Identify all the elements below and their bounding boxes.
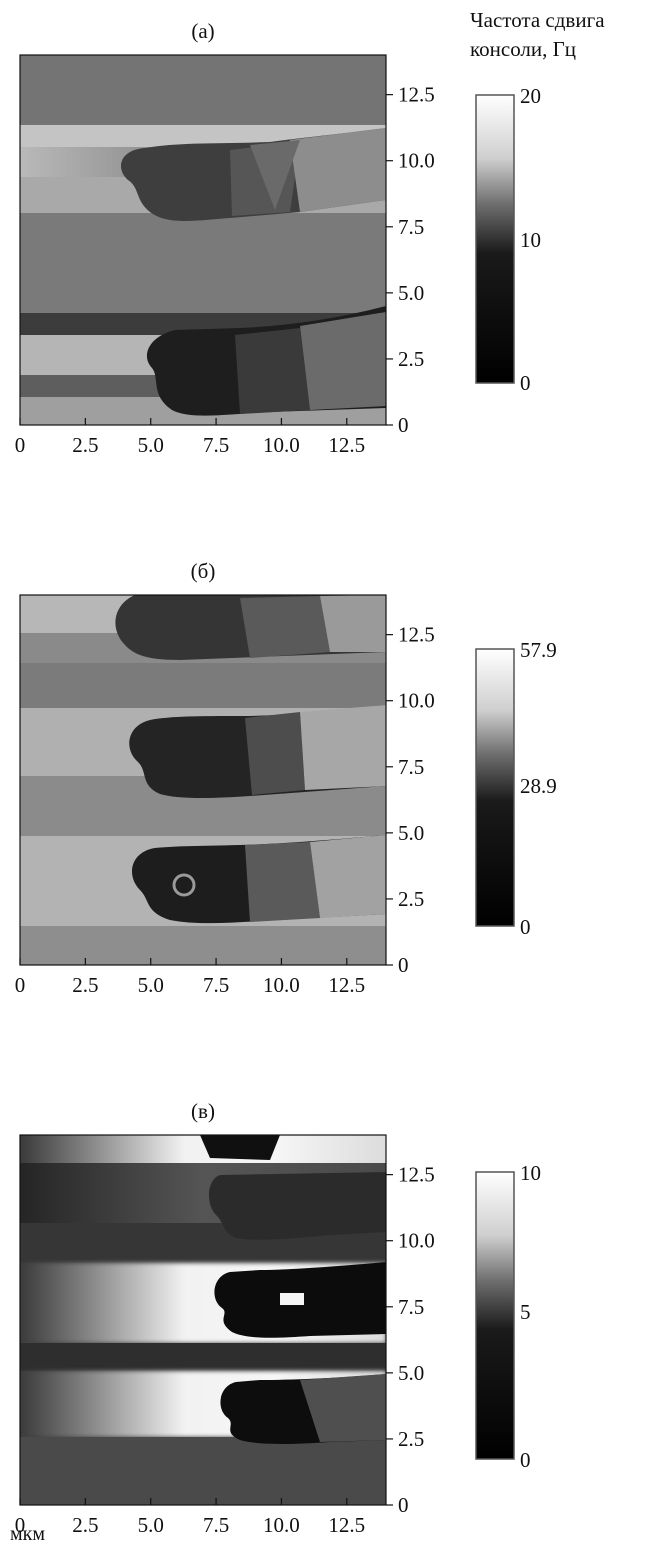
panel-a-x-tick-label: 10.0 [263, 433, 300, 457]
panel-a-x-tick-label: 12.5 [328, 433, 365, 457]
panel-b-y-tick-label: 10.0 [398, 689, 435, 713]
panel-b-x-tick-label: 0 [15, 973, 26, 997]
panel-a-y-tick-label: 12.5 [398, 83, 435, 107]
panel-b-cbar-max: 57.9 [520, 638, 557, 662]
panel-a-colorbar: 20 10 0 [475, 84, 541, 395]
panel-a-x-tick-label: 2.5 [72, 433, 98, 457]
panel-a-cbar-max: 20 [520, 84, 541, 108]
panel-a-x-tick-label: 5.0 [138, 433, 164, 457]
panel-a-y-tick-label: 10.0 [398, 149, 435, 173]
panel-a-axes: 0 2.5 5.0 7.5 10.0 12.5 0 2.5 5.0 7.5 10.0 12.5 [15, 83, 435, 457]
panel-a: (a) 0 2.5 5.0 7.5 10.0 12.5 0 2.5 5.0 7.5 10.0 12.5… [15, 19, 541, 457]
panel-c-colorbar: 10 5 0 [475, 1161, 541, 1472]
panel-b-y-tick-label: 2.5 [398, 887, 424, 911]
panel-c-y-tick-label: 2.5 [398, 1427, 424, 1451]
panel-c-x-tick-label: 10.0 [263, 1513, 300, 1537]
panel-a-frame [19, 54, 387, 426]
panel-c: (в) 0 2.5 5.0 7.5 10.0 12.5 0 2.5 5.0 7.5 10.0 12.5… [15, 1099, 541, 1537]
panel-b-cbar-min: 0 [520, 915, 531, 939]
panel-c-y-tick-label: 7.5 [398, 1295, 424, 1319]
panel-a-y-tick-label: 0 [398, 413, 409, 437]
panel-a-y-tick-label: 2.5 [398, 347, 424, 371]
panel-b-y-tick-label: 7.5 [398, 755, 424, 779]
panel-b-x-tick-label: 12.5 [328, 973, 365, 997]
panel-b-y-tick-label: 5.0 [398, 821, 424, 845]
panel-b-cbar-mid: 28.9 [520, 774, 557, 798]
panel-c-label: (в) [191, 1099, 215, 1123]
x-unit-label: мкм [10, 1523, 45, 1545]
panel-c-x-tick-label: 12.5 [328, 1513, 365, 1537]
panel-a-label: (a) [191, 19, 214, 43]
panel-c-x-tick-label: 7.5 [203, 1513, 229, 1537]
panel-c-y-tick-label: 5.0 [398, 1361, 424, 1385]
panel-b-colorbar: 57.9 28.9 0 [475, 638, 557, 939]
panel-b-x-tick-label: 2.5 [72, 973, 98, 997]
panel-c-y-tick-label: 12.5 [398, 1163, 435, 1187]
panel-a-cbar-mid: 10 [520, 228, 541, 252]
panel-b-x-tick-label: 7.5 [203, 973, 229, 997]
panel-b: (б) 0 2.5 5.0 7.5 10.0 12.5 0 2.5 5.0 7.5 10.0 12.5 [15, 559, 557, 997]
panel-a-y-tick-label: 7.5 [398, 215, 424, 239]
panel-a-image [20, 55, 386, 425]
panel-c-y-tick-label: 0 [398, 1493, 409, 1517]
panel-b-image [20, 595, 386, 965]
panel-b-y-tick-label: 12.5 [398, 623, 435, 647]
panel-c-axes: 0 2.5 5.0 7.5 10.0 12.5 0 2.5 5.0 7.5 10.0 12.5 [15, 1163, 435, 1537]
panel-b-x-tick-label: 5.0 [138, 973, 164, 997]
panel-c-x-tick-label: 5.0 [138, 1513, 164, 1537]
panel-c-cbar-max: 10 [520, 1161, 541, 1185]
panel-b-axes: 0 2.5 5.0 7.5 10.0 12.5 0 2.5 5.0 7.5 10.0 12.5 [15, 623, 435, 997]
panel-a-cbar-min: 0 [520, 371, 531, 395]
panel-b-frame [19, 594, 387, 966]
panel-c-x-tick-label: 2.5 [72, 1513, 98, 1537]
panel-c-y-tick-label: 10.0 [398, 1229, 435, 1253]
panel-c-cbar-mid: 5 [520, 1300, 531, 1324]
panel-c-cbar-min: 0 [520, 1448, 531, 1472]
panel-c-x-tick-label: 0 [15, 1513, 26, 1537]
panel-b-y-tick-label: 0 [398, 953, 409, 977]
colorbar-title-line1: Частота сдвига [470, 8, 605, 32]
panel-a-y-tick-label: 5.0 [398, 281, 424, 305]
panel-c-image [20, 1135, 386, 1505]
panel-a-x-tick-label: 7.5 [203, 433, 229, 457]
panel-a-x-tick-label: 0 [15, 433, 26, 457]
panel-b-label: (б) [191, 559, 216, 583]
panel-b-x-tick-label: 10.0 [263, 973, 300, 997]
colorbar-title-line2: консоли, Гц [470, 37, 576, 61]
panel-c-frame [19, 1134, 387, 1506]
